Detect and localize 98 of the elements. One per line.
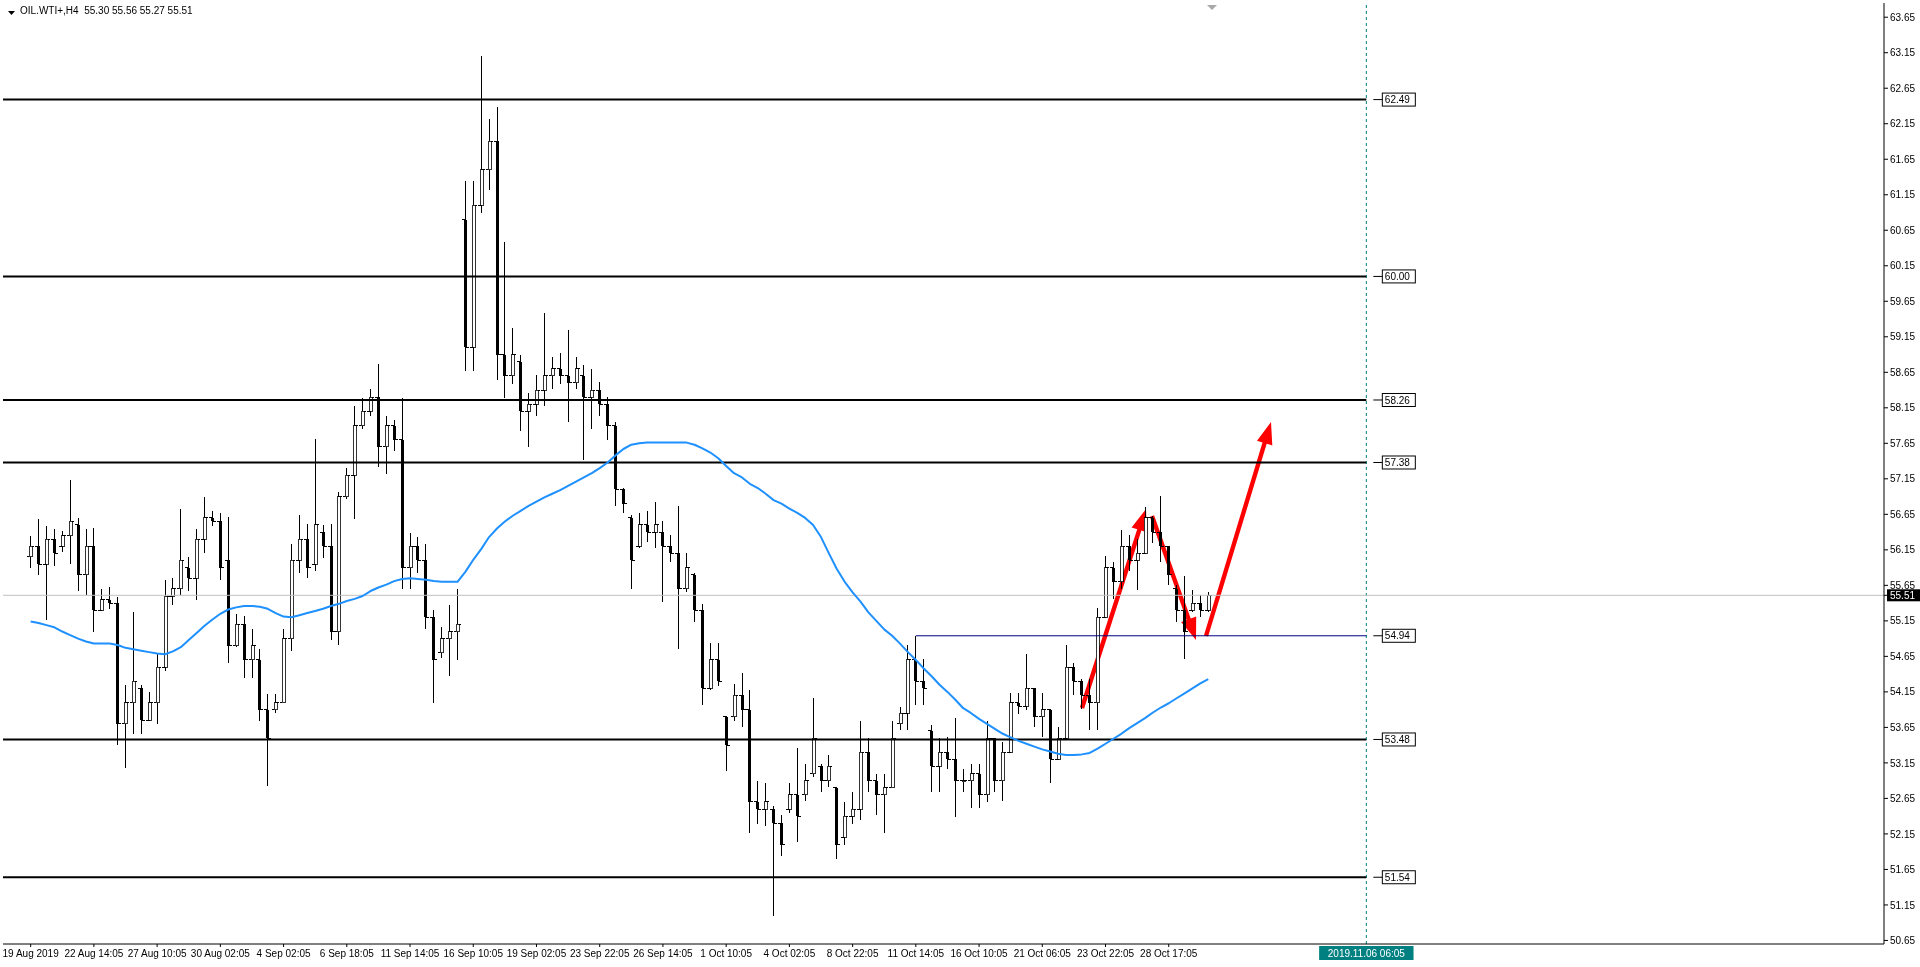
- candlestick: [708, 642, 713, 691]
- x-tick-label: 19 Aug 2019: [2, 947, 60, 959]
- y-tick-label: 50.65: [1890, 935, 1916, 947]
- candlestick: [68, 479, 73, 565]
- candlestick: [439, 626, 444, 659]
- candlestick: [684, 552, 689, 593]
- x-tick-label: 6 Sep 18:05: [319, 947, 375, 959]
- y-tick-label: 63.15: [1890, 47, 1916, 59]
- candlestick: [1119, 529, 1124, 590]
- annotation: 54.94: [1384, 630, 1411, 642]
- x-tick-label: 28 Oct 17:05: [1140, 947, 1198, 959]
- y-tick-label: 51.15: [1890, 899, 1916, 911]
- candlestick: [289, 543, 294, 652]
- candlestick: [763, 782, 768, 827]
- candlestick: [1206, 591, 1211, 613]
- y-tick-label: 60.15: [1890, 260, 1916, 272]
- candlestick: [28, 535, 33, 569]
- ref-line-label: 57.38: [1384, 457, 1411, 469]
- x-tick-label: 23 Sep 22:05: [569, 947, 630, 959]
- y-tick-label: 52.65: [1890, 793, 1916, 805]
- candlestick: [131, 611, 136, 735]
- ref-line-label: 60.00: [1384, 271, 1411, 283]
- candlestick: [455, 588, 460, 661]
- y-tick-label: 62.15: [1890, 118, 1916, 130]
- candlestick: [99, 588, 104, 612]
- candlestick: [1135, 538, 1140, 591]
- candlestick: [147, 691, 152, 722]
- chart-title: OIL.WTI+,H4 55.30 55.56 55.27 55.51: [20, 5, 193, 17]
- candlestick: [637, 512, 642, 549]
- y-tick-label: 53.65: [1890, 721, 1916, 733]
- x-tick-label: 2019.11.06 06:05: [1327, 947, 1406, 959]
- candlestick: [1190, 589, 1195, 613]
- y-tick-label: 58.15: [1890, 402, 1916, 414]
- candlestick: [344, 467, 349, 500]
- y-tick-label: 57.15: [1890, 473, 1916, 485]
- y-tick-label: 56.15: [1890, 544, 1916, 556]
- ref-line-label: 58.26: [1384, 394, 1411, 406]
- candlestick: [297, 514, 302, 574]
- x-tick-label: 19 Sep 02:05: [506, 947, 567, 959]
- candlestick: [60, 530, 65, 553]
- x-tick-label: 26 Sep 14:05: [633, 947, 694, 959]
- candlestick: [447, 604, 452, 677]
- y-tick-label: 62.65: [1890, 82, 1916, 94]
- y-tick-label: 55.51: [1890, 589, 1916, 601]
- x-tick-label: 16 Oct 10:05: [950, 947, 1009, 959]
- candlestick: [882, 773, 887, 834]
- candlestick: [850, 791, 855, 825]
- x-tick-label: 11 Oct 14:05: [887, 947, 945, 959]
- candlestick: [1095, 607, 1100, 731]
- y-tick-label: 51.65: [1890, 864, 1916, 876]
- ref-line-label: 51.54: [1384, 871, 1411, 883]
- candlestick: [787, 782, 792, 814]
- candlestick: [155, 652, 160, 725]
- x-tick-label: 4 Oct 02:05: [763, 947, 816, 959]
- candlestick: [1024, 653, 1029, 711]
- candlestick: [194, 528, 199, 601]
- candlestick: [842, 801, 847, 846]
- candlestick: [1103, 555, 1108, 618]
- candlestick: [550, 356, 555, 390]
- candlestick: [234, 613, 239, 648]
- x-tick-label: 30 Aug 02:05: [190, 947, 251, 959]
- y-tick-label: 57.65: [1890, 437, 1916, 449]
- y-tick-label: 59.15: [1890, 331, 1916, 343]
- y-tick-label: 55.15: [1890, 615, 1916, 627]
- candlestick: [178, 508, 183, 596]
- y-tick-label: 55.65: [1890, 579, 1916, 591]
- candlestick: [202, 496, 207, 554]
- y-tick-label: 54.15: [1890, 686, 1916, 698]
- candlestick: [44, 525, 49, 621]
- y-tick-label: 61.65: [1890, 153, 1916, 165]
- candlestick: [487, 118, 492, 191]
- x-tick-label: 1 Oct 10:05: [700, 947, 753, 959]
- candlestick: [803, 763, 808, 802]
- x-tick-label: 4 Sep 02:05: [256, 947, 311, 959]
- candlestick: [281, 628, 286, 704]
- y-tick-label: 58.65: [1890, 366, 1916, 378]
- x-tick-label: 27 Aug 10:05: [127, 947, 188, 959]
- y-tick-label: 61.15: [1890, 189, 1916, 201]
- x-tick-label: 21 Oct 06:05: [1013, 947, 1072, 959]
- x-tick-label: 16 Sep 10:05: [443, 947, 504, 959]
- ref-line-label: 62.49: [1384, 94, 1411, 106]
- ref-line-label: 53.48: [1384, 734, 1411, 746]
- y-tick-label: 53.15: [1890, 757, 1916, 769]
- y-tick-label: 60.65: [1890, 224, 1916, 236]
- candlestick: [510, 327, 515, 385]
- x-tick-label: 8 Oct 22:05: [826, 947, 879, 959]
- y-tick-label: 56.65: [1890, 508, 1916, 520]
- x-tick-label: 23 Oct 22:05: [1076, 947, 1135, 959]
- x-tick-label: 11 Sep 14:05: [380, 947, 440, 959]
- y-tick-label: 63.65: [1890, 11, 1916, 23]
- candlestick: [969, 763, 974, 809]
- x-tick-label: 22 Aug 14:05: [64, 947, 124, 959]
- y-tick-label: 52.15: [1890, 828, 1916, 840]
- candlestick: [273, 693, 278, 714]
- candlestick: [732, 683, 737, 722]
- y-tick-label: 54.65: [1890, 650, 1916, 662]
- y-tick-label: 59.65: [1890, 295, 1916, 307]
- candlestick: [1000, 741, 1005, 802]
